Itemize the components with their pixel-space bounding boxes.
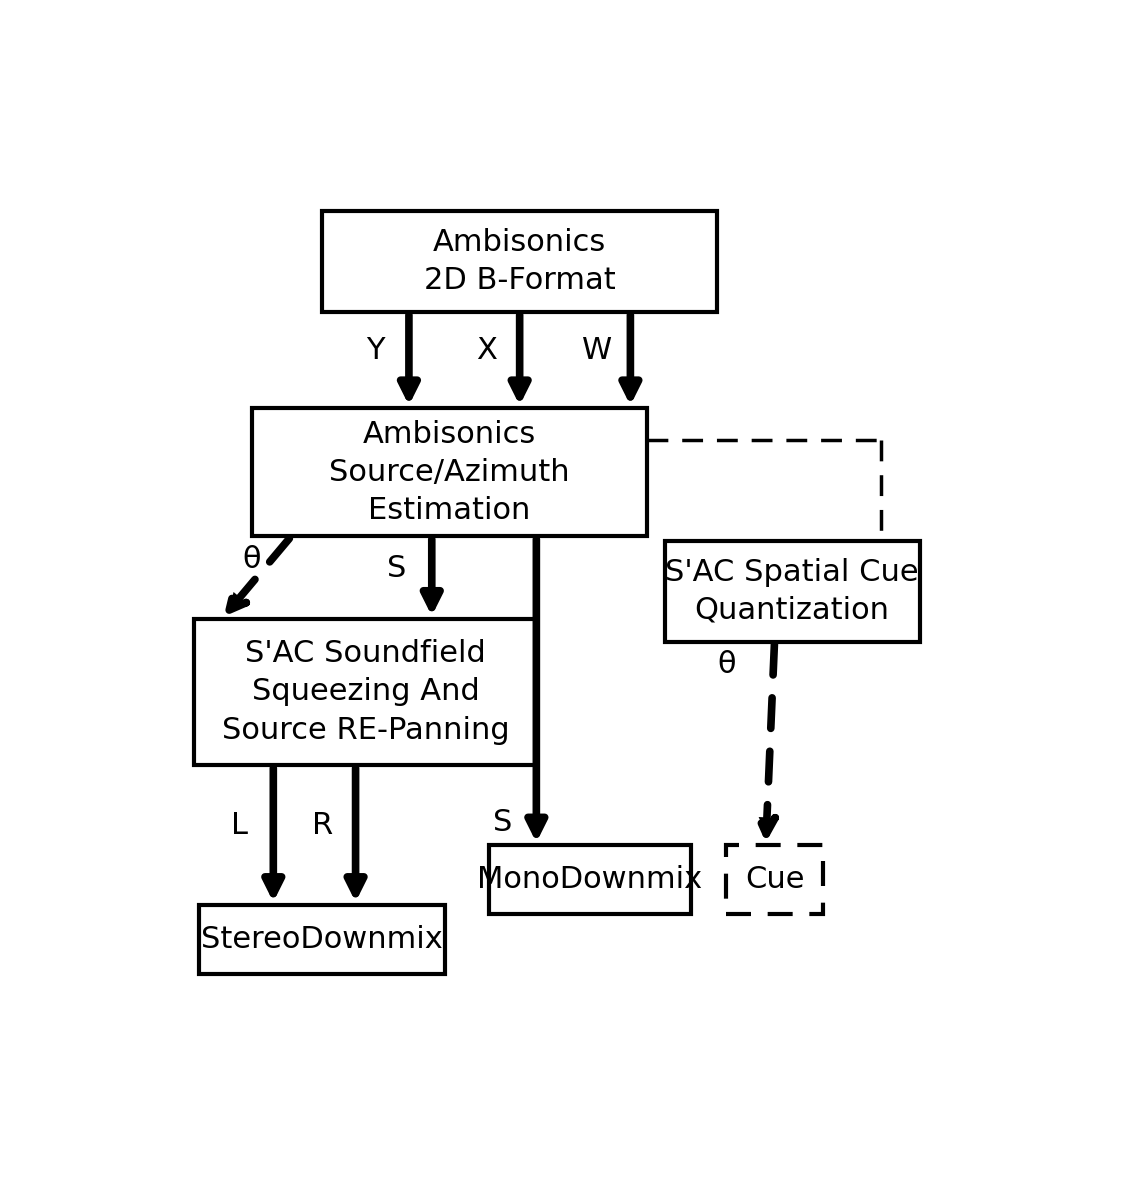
Text: Ambisonics
2D B-Format: Ambisonics 2D B-Format xyxy=(424,228,616,295)
Text: S'AC Soundfield
Squeezing And
Source RE-Panning: S'AC Soundfield Squeezing And Source RE-… xyxy=(222,640,509,744)
FancyBboxPatch shape xyxy=(252,408,648,536)
Text: θ: θ xyxy=(243,545,261,574)
Text: MonoDownmix: MonoDownmix xyxy=(477,866,703,894)
Text: S: S xyxy=(387,554,406,583)
Text: StereoDownmix: StereoDownmix xyxy=(201,925,442,954)
Text: L: L xyxy=(231,811,248,841)
FancyBboxPatch shape xyxy=(665,541,920,642)
FancyBboxPatch shape xyxy=(198,905,445,974)
Text: S: S xyxy=(493,809,513,837)
FancyBboxPatch shape xyxy=(489,845,691,914)
FancyBboxPatch shape xyxy=(195,618,538,766)
Text: Y: Y xyxy=(366,336,384,365)
FancyBboxPatch shape xyxy=(322,212,718,312)
Text: S'AC Spatial Cue
Quantization: S'AC Spatial Cue Quantization xyxy=(666,558,919,625)
Text: Ambisonics
Source/Azimuth
Estimation: Ambisonics Source/Azimuth Estimation xyxy=(329,420,569,526)
Text: Cue: Cue xyxy=(745,866,804,894)
Text: W: W xyxy=(582,336,612,365)
Text: R: R xyxy=(312,811,332,841)
Text: θ: θ xyxy=(717,650,736,679)
Text: X: X xyxy=(476,336,497,365)
FancyBboxPatch shape xyxy=(726,845,823,914)
